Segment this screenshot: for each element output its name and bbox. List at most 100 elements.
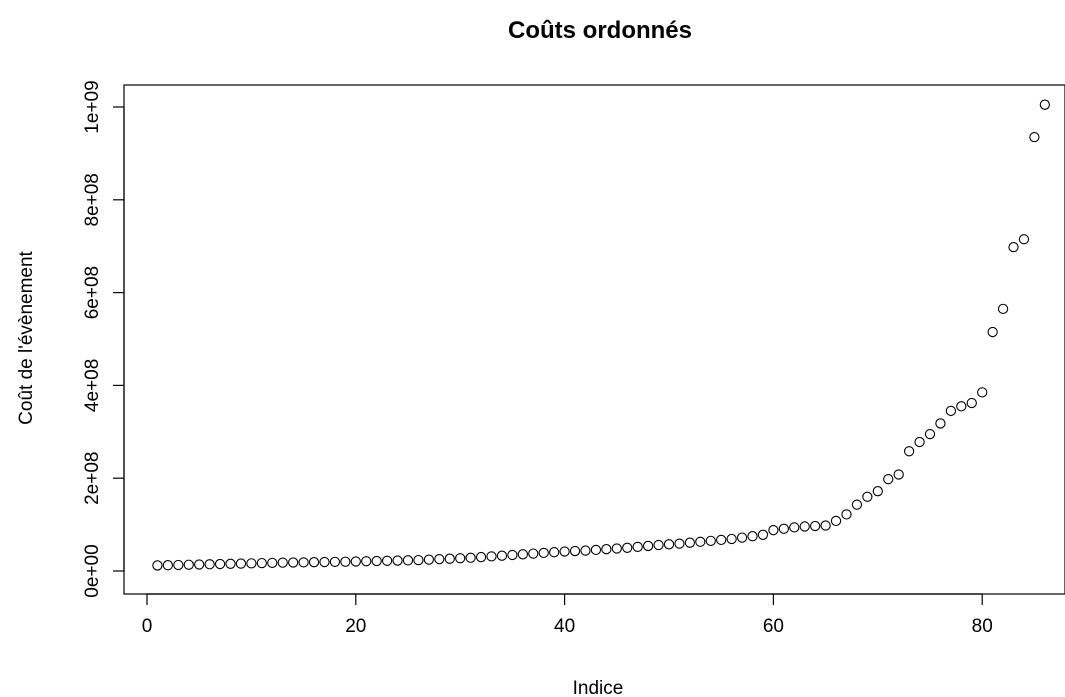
data-point: [590, 544, 602, 556]
data-point: [413, 554, 424, 566]
data-point: [820, 520, 831, 531]
x-axis: 0 20 40 60 80: [142, 593, 993, 637]
data-point: [684, 537, 696, 548]
data-point: [194, 559, 205, 570]
data-point: [246, 558, 257, 569]
data-point: [392, 555, 403, 566]
y-tick-label: 4e+08: [82, 359, 103, 412]
y-axis: 0e+00 2e+08 4e+08 6e+08 8e+08 1e+09: [82, 80, 125, 598]
data-point: [1039, 99, 1050, 110]
data-point: [747, 531, 758, 542]
data-point: [632, 541, 643, 553]
data-point: [977, 387, 988, 398]
data-point: [371, 555, 382, 567]
data-point: [162, 560, 174, 571]
plot-frame: [123, 84, 1065, 595]
data-point: [465, 552, 476, 563]
data-point: [361, 556, 372, 567]
data-point: [851, 499, 863, 510]
data-point: [319, 556, 330, 568]
data-point: [381, 555, 393, 566]
data-point: [601, 544, 612, 555]
data-point: [256, 557, 267, 569]
data-point: [726, 533, 737, 545]
data-point: [935, 418, 946, 429]
data-point: [997, 303, 1009, 314]
data-point: [956, 401, 967, 412]
data-point: [308, 557, 320, 568]
data-point: [340, 556, 351, 567]
data-point: [350, 556, 361, 567]
data-point: [267, 557, 278, 569]
y-tick-label: 0e+00: [82, 544, 103, 597]
data-point: [183, 559, 194, 570]
data-point: [810, 520, 821, 532]
data-point: [945, 405, 957, 417]
data-point: [611, 543, 622, 554]
data-point: [423, 554, 435, 565]
data-point: [496, 550, 508, 561]
data-point: [705, 535, 716, 546]
x-tick-label: 80: [972, 616, 993, 637]
chart-title: Coûts ordonnés: [508, 17, 692, 44]
x-tick-label: 60: [763, 616, 784, 637]
data-point: [674, 538, 685, 549]
data-point: [277, 557, 288, 568]
data-point: [622, 542, 633, 553]
data-point: [768, 525, 779, 536]
data-point: [225, 558, 236, 569]
data-point: [214, 558, 226, 570]
data-point: [1008, 241, 1019, 253]
data-point: [580, 545, 591, 556]
data-point: [455, 553, 466, 564]
data-point: [924, 428, 936, 440]
data-point: [507, 549, 518, 561]
data-point: [695, 536, 706, 547]
data-point: [204, 559, 215, 570]
data-point: [778, 523, 789, 534]
data-point: [486, 551, 497, 562]
data-point: [528, 548, 539, 559]
x-tick-label: 0: [142, 616, 153, 637]
data-point: [736, 532, 748, 543]
data-point: [152, 560, 163, 571]
data-point: [1018, 234, 1030, 245]
data-point: [549, 547, 560, 558]
x-axis-label: Indice: [573, 678, 624, 697]
y-tick-label: 6e+08: [82, 266, 103, 319]
y-tick-label: 8e+08: [82, 173, 103, 226]
data-point: [434, 554, 445, 565]
data-point: [663, 539, 675, 550]
data-point: [235, 558, 247, 569]
data-point: [329, 556, 341, 568]
data-points: [152, 99, 1050, 571]
data-point: [830, 515, 842, 527]
data-point: [642, 540, 654, 552]
data-point: [173, 559, 184, 571]
data-point: [402, 555, 414, 566]
x-tick-label: 40: [554, 616, 575, 637]
data-point: [444, 553, 455, 564]
data-point: [517, 549, 528, 560]
data-point: [1029, 132, 1040, 143]
data-point: [288, 557, 299, 568]
data-point: [653, 539, 664, 551]
data-point: [569, 545, 581, 557]
y-axis-label: Coût de l'évènement: [16, 250, 37, 424]
data-point: [538, 547, 549, 559]
y-tick-label: 1e+09: [82, 80, 103, 133]
x-tick-label: 20: [345, 616, 366, 637]
y-tick-label: 2e+08: [82, 452, 103, 505]
data-point: [298, 557, 309, 568]
data-point: [716, 534, 727, 546]
data-point: [883, 473, 894, 485]
data-point: [799, 521, 810, 532]
data-point: [559, 546, 570, 557]
data-point: [872, 486, 883, 497]
data-point: [903, 446, 915, 457]
data-point: [757, 529, 769, 540]
data-point: [893, 469, 904, 480]
data-point: [475, 551, 487, 563]
data-point: [862, 491, 873, 502]
